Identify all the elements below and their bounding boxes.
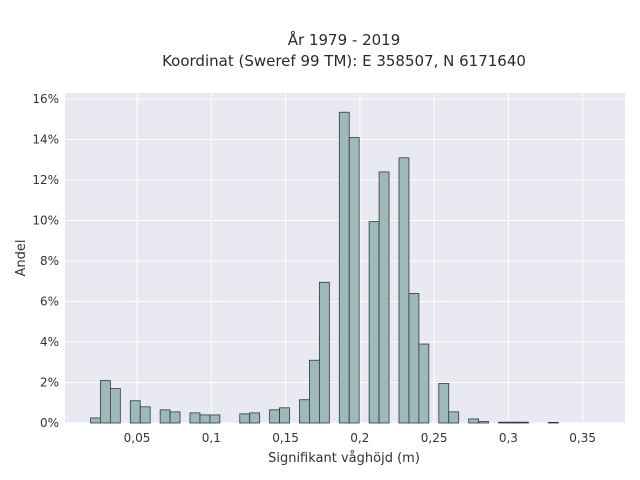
histogram-bar — [309, 359, 320, 424]
y-tick-label: 2% — [40, 376, 59, 390]
histogram-bar — [249, 412, 261, 424]
chart-title: År 1979 - 2019 — [288, 30, 401, 49]
x-axis: 0,05 0,1 0,15 0,2 0,25 0,3 0,35 — [124, 431, 596, 445]
histogram-bar — [139, 406, 151, 424]
y-tick-label: 10% — [32, 214, 59, 228]
histogram-bar — [348, 137, 360, 424]
histogram-bar — [408, 293, 420, 424]
histogram-bar — [508, 421, 519, 424]
histogram-bar — [518, 421, 529, 424]
histogram-bar — [100, 380, 111, 424]
histogram-bar — [448, 411, 460, 424]
histogram-bar — [318, 281, 330, 424]
histogram-bar — [129, 400, 141, 424]
chart-subtitle: Koordinat (Sweref 99 TM): E 358507, N 61… — [162, 52, 526, 70]
y-axis-label: Andel — [14, 240, 29, 277]
histogram-bar — [169, 411, 181, 424]
histogram-bar — [299, 399, 310, 424]
x-tick-label: 0,35 — [569, 431, 596, 445]
y-tick-label: 6% — [40, 295, 59, 309]
histogram-bar — [398, 157, 410, 424]
histogram-bar — [468, 418, 480, 424]
histogram-bar — [199, 414, 211, 424]
y-tick-label: 0% — [40, 416, 59, 430]
histogram-bar — [478, 421, 489, 424]
y-tick-label: 4% — [40, 335, 59, 349]
histogram-bar — [338, 111, 350, 424]
y-tick-label: 14% — [32, 133, 59, 147]
y-tick-label: 16% — [32, 92, 59, 106]
histogram-bar — [418, 343, 430, 424]
y-tick-label: 12% — [32, 173, 59, 187]
x-tick-label: 0,1 — [202, 431, 221, 445]
x-tick-label: 0,3 — [499, 431, 518, 445]
x-axis-label: Signifikant våghöjd (m) — [268, 451, 420, 466]
histogram-bar — [90, 417, 101, 424]
histogram-bar — [547, 421, 559, 424]
histogram-bar — [109, 388, 121, 424]
histogram-bar — [269, 409, 280, 424]
histogram-bar — [378, 171, 390, 424]
histogram-bar — [209, 414, 221, 424]
histogram-bar — [239, 413, 251, 424]
x-tick-label: 0,05 — [124, 431, 151, 445]
histogram-bar — [159, 409, 171, 424]
y-tick-label: 8% — [40, 254, 59, 268]
y-axis: 0% 2% 4% 6% 8% 10% 12% 14% 16% — [32, 92, 59, 430]
x-tick-label: 0,2 — [350, 431, 369, 445]
x-tick-label: 0,25 — [421, 431, 448, 445]
histogram-bar — [498, 421, 509, 424]
histogram-bar — [279, 407, 290, 424]
histogram-bar — [189, 412, 201, 424]
histogram-bar — [438, 383, 450, 424]
x-tick-label: 0,15 — [272, 431, 299, 445]
bars — [90, 111, 559, 424]
histogram-bar — [368, 221, 380, 424]
